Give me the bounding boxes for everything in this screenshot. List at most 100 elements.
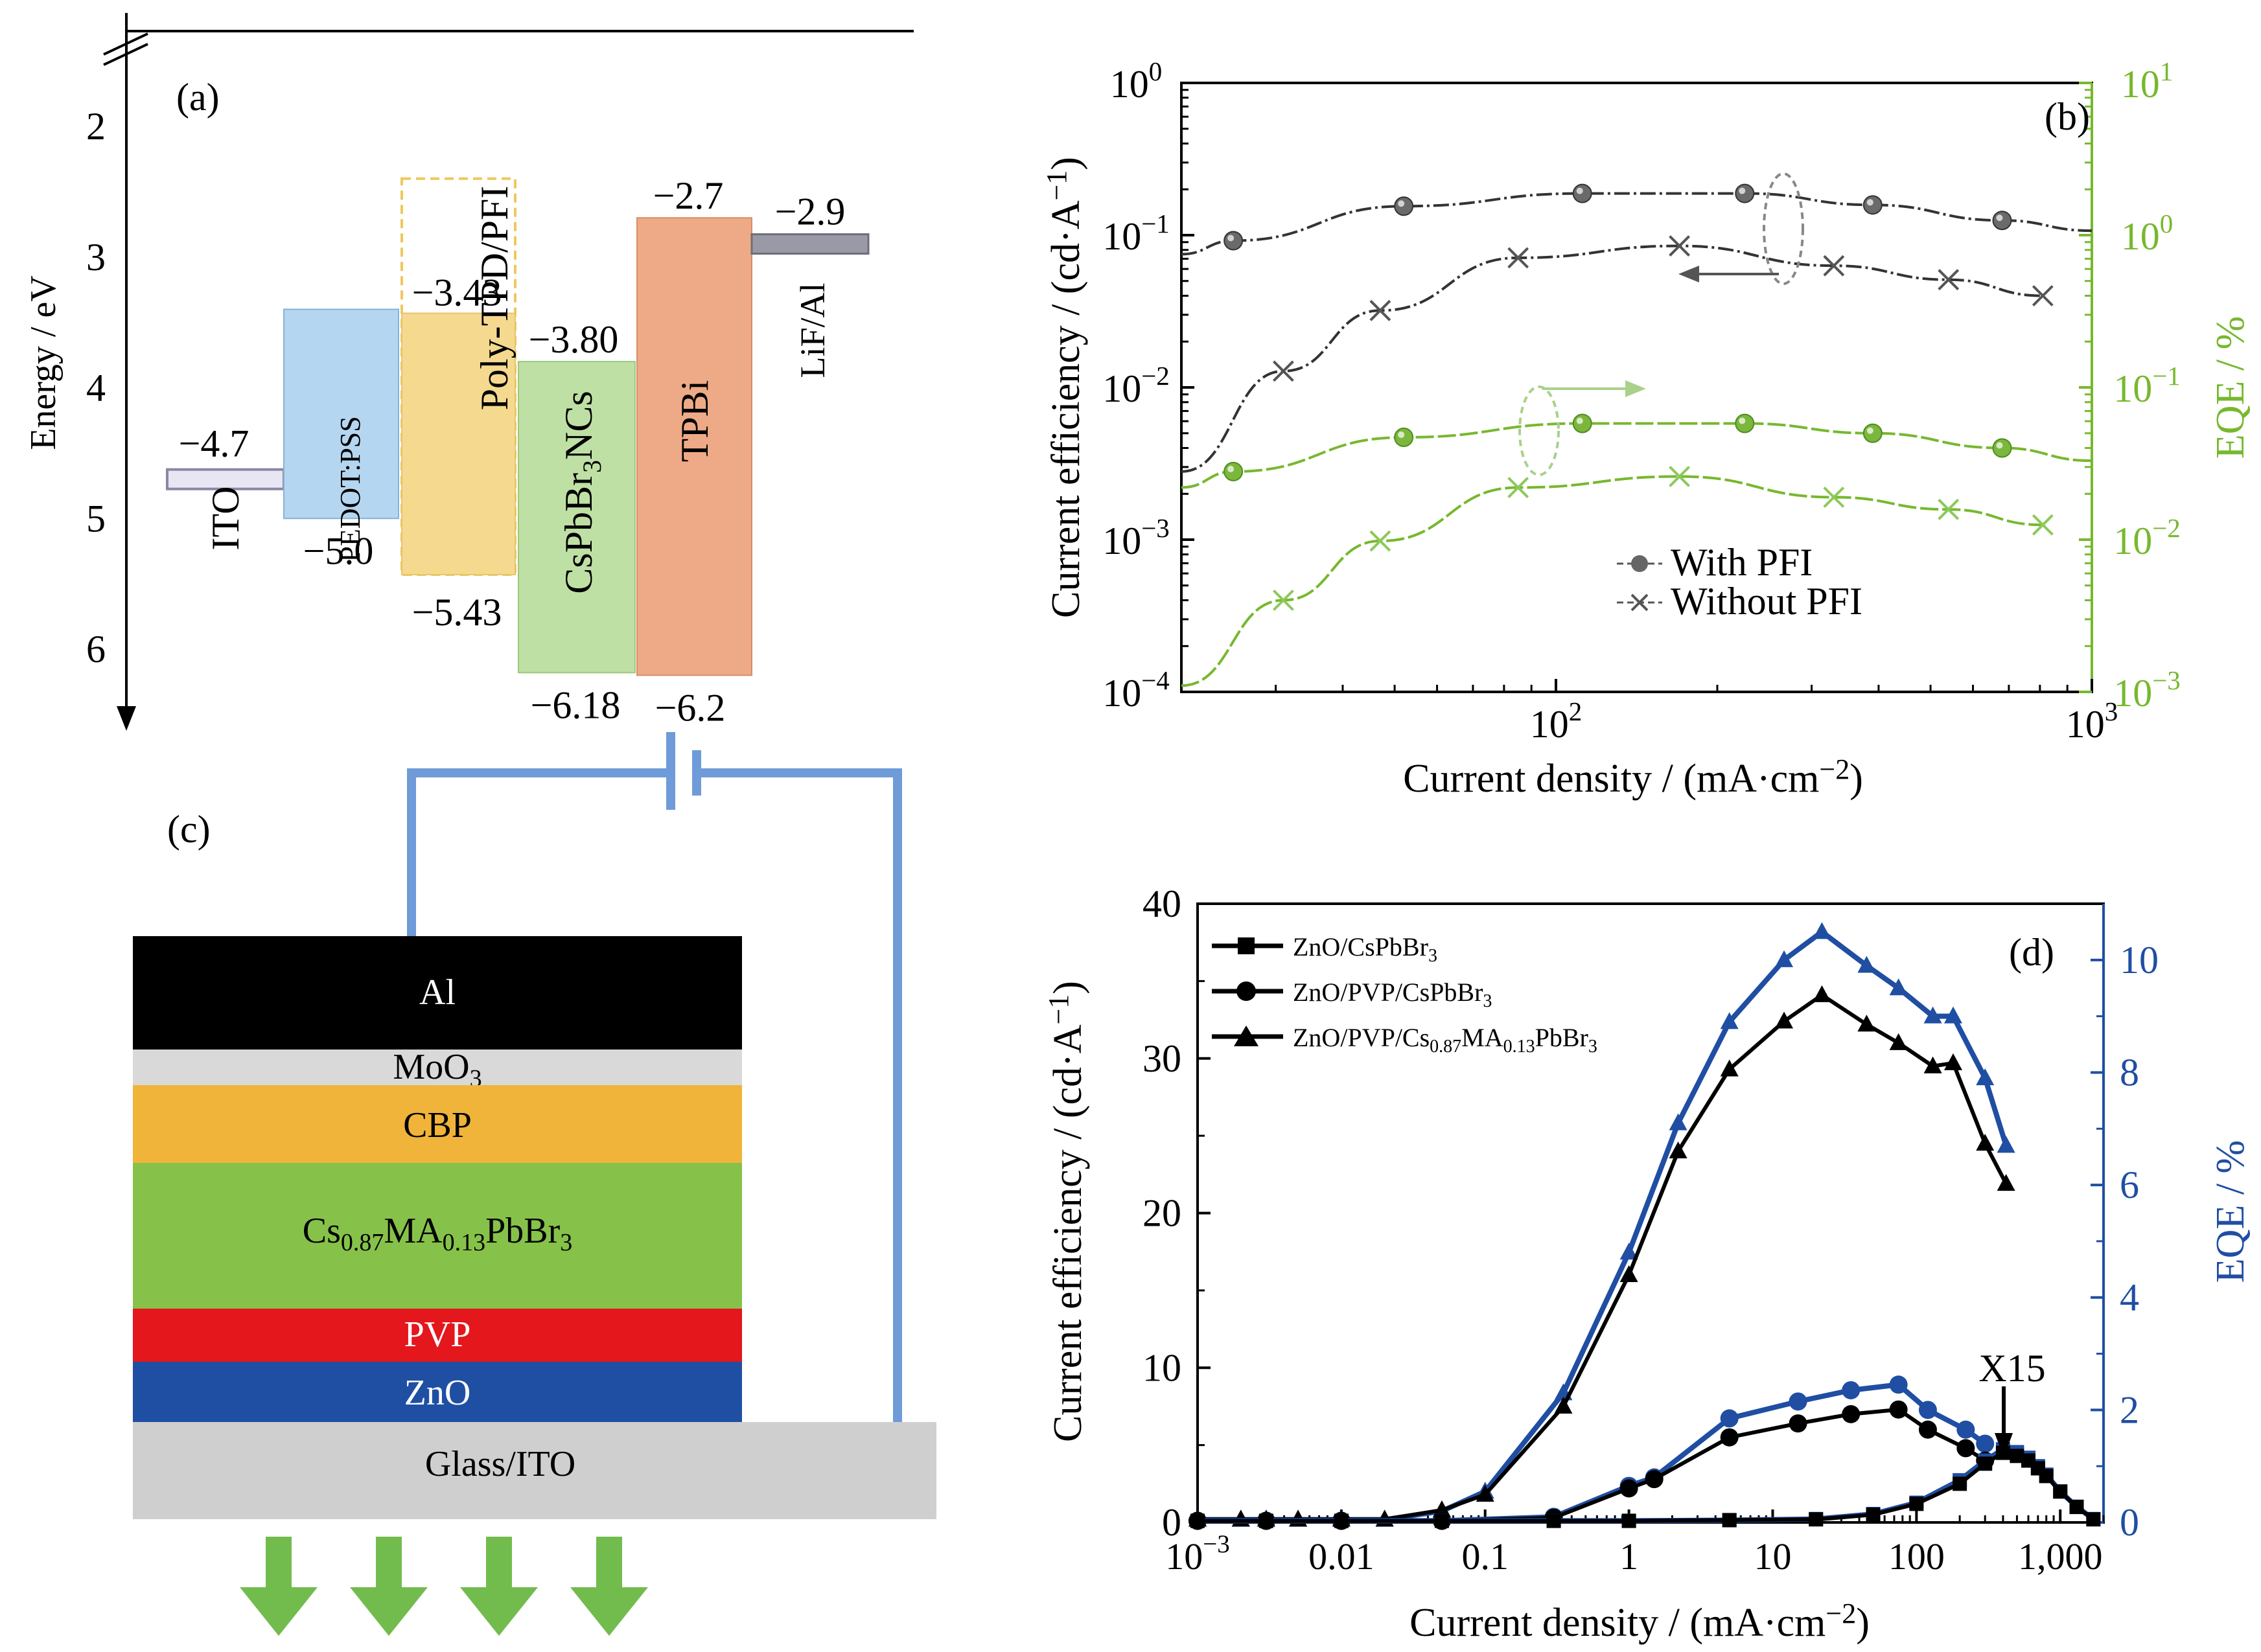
b-marker-x-stroke — [1272, 360, 1294, 382]
b-marker-highlight — [1398, 431, 1405, 439]
b-y-tick-label-base: 10 — [1110, 63, 1149, 106]
b-marker-x — [1507, 477, 1529, 498]
b-marker-highlight — [1576, 417, 1583, 424]
legend-label-zno-cspbbr3: ZnO/CsPbBr3 — [1293, 932, 1437, 966]
d-marker-square — [1190, 1513, 1205, 1528]
legend-marker-triangle — [1234, 1026, 1258, 1046]
d-marker-triangle — [1943, 1053, 1962, 1070]
b-marker-circle — [1862, 423, 1883, 443]
b-marker-highlight — [1227, 465, 1235, 472]
b-marker-x-stroke — [1507, 477, 1529, 498]
b-marker-highlight — [1996, 442, 2003, 449]
b-marker-circle — [1735, 413, 1755, 433]
energy-tick-label: 3 — [86, 236, 106, 279]
d-marker-circle — [1889, 1375, 1908, 1394]
axis-break-mark — [103, 32, 148, 56]
cspbbr3-layer-name: CsPbBr3NCs — [557, 391, 607, 593]
d-series-line — [1198, 1407, 1986, 1523]
b-y-tick-label-base: 10 — [1102, 520, 1141, 562]
d-marker-triangle — [1775, 1011, 1794, 1029]
b-series-line — [1181, 244, 2043, 473]
d-marker-circle — [1918, 1401, 1937, 1419]
d-marker-triangle — [1889, 978, 1908, 996]
d-marker-circle — [1842, 1405, 1861, 1423]
d-x-tick-label: 1,000 — [2018, 1535, 2103, 1577]
d-marker-circle — [1918, 1420, 1937, 1439]
perovskite-layer-label: Cs0.87MA0.13PbBr3 — [303, 1211, 573, 1256]
b-marker-circle — [1394, 428, 1414, 448]
d-marker-square — [1334, 1513, 1349, 1528]
plot-b-y-axis-label: Current efficiency / (cd·A−1) — [1041, 157, 1088, 618]
b-y2-tick-label-exp: −1 — [2152, 361, 2181, 391]
d-marker-circle — [1889, 1400, 1908, 1419]
b-y-tick-label-base: 10 — [1102, 672, 1141, 715]
d-x-tick-label: 100 — [1888, 1535, 1945, 1577]
d-marker-circle — [1789, 1414, 1807, 1433]
d-y-tick-label: 30 — [1142, 1037, 1181, 1080]
d-marker-triangle — [1720, 1012, 1739, 1029]
b-y2-tick-label-exp: −3 — [2152, 665, 2181, 695]
d-series-line — [1198, 928, 2009, 1522]
energy-tick-label: 4 — [86, 367, 106, 409]
energy-axis-label: Energy / eV — [23, 275, 64, 450]
right-axis-indicator-ellipse — [1518, 385, 1560, 476]
emission-arrow — [350, 1537, 428, 1636]
d-marker-triangle — [1813, 985, 1831, 1002]
d-x-tick-label-base: 10 — [1165, 1535, 1203, 1577]
b-y-tick-label-exp: −2 — [1141, 361, 1170, 391]
pedot-pss-block — [283, 308, 399, 520]
b-marker-x — [1272, 590, 1294, 611]
d-marker-triangle — [1619, 1243, 1638, 1260]
b-marker-x — [1507, 247, 1529, 269]
b-marker-x-stroke — [1369, 299, 1391, 321]
b-y-tick-label: 100 — [1110, 56, 1163, 106]
b-marker-x-stroke — [1823, 255, 1845, 277]
d-marker-triangle — [1813, 922, 1831, 939]
d-series-line — [1198, 1382, 1987, 1524]
b-y2-tick-label-base: 10 — [2121, 215, 2160, 258]
b-marker-x-stroke — [1938, 498, 1960, 520]
legend-label-zno-pvp-cspbbr3: ZnO/PVP/CsPbBr3 — [1293, 978, 1492, 1011]
legend-label-without-pfi: Without PFI — [1671, 580, 1862, 623]
b-marker-x-stroke — [1272, 590, 1294, 611]
d-marker-circle — [1842, 1381, 1861, 1399]
b-x-tick-label-base: 10 — [2066, 703, 2105, 746]
d-marker-square — [1909, 1497, 1924, 1511]
left-axis-arrowhead — [1678, 266, 1699, 282]
panel-c: (c) Al MoO3 CBP Cs0.87MA0.13PbBr3 PVP Zn… — [133, 732, 936, 1636]
legend-marker-with-pfi — [1631, 555, 1648, 572]
b-y-tick-label-exp: 0 — [1149, 56, 1163, 86]
b-y-tick-label: 10−3 — [1102, 513, 1170, 562]
d-marker-triangle — [1775, 950, 1794, 967]
b-y2-tick-label-exp: 0 — [2160, 209, 2174, 238]
b-marker-circle — [1572, 183, 1592, 203]
cspbbr3-bottom-energy: −6.18 — [531, 683, 621, 726]
d-marker-circle — [1720, 1428, 1739, 1447]
d-marker-square — [1953, 1476, 1967, 1491]
d-marker-triangle — [1669, 1141, 1687, 1158]
b-marker-circle — [1992, 438, 2012, 458]
ito-level-bar — [166, 468, 285, 490]
plot-b-x-axis-label: Current density / (mA·cm−2) — [1403, 753, 1863, 801]
panel-a-label: (a) — [176, 76, 220, 119]
d-marker-triangle — [1943, 1006, 1962, 1024]
al-layer-label: Al — [419, 972, 456, 1013]
d-marker-square — [1546, 1513, 1561, 1528]
b-series-line — [1181, 192, 2093, 256]
d-marker-square — [1722, 1513, 1737, 1528]
d-y2-tick-label: 4 — [2120, 1276, 2139, 1319]
d-marker-square — [2069, 1500, 2084, 1515]
d-y-tick-label: 10 — [1142, 1346, 1181, 1389]
energy-axis-arrowhead — [117, 706, 136, 731]
legend-marker-without-pfi — [1630, 593, 1649, 612]
legend-marker-square — [1238, 937, 1255, 954]
b-x-tick-label-base: 10 — [1530, 703, 1569, 746]
emission-arrow — [570, 1537, 648, 1636]
cbp-layer-label: CBP — [403, 1105, 472, 1145]
b-y2-tick-label-exp: −2 — [2152, 513, 2181, 543]
d-marker-triangle — [1720, 1059, 1739, 1077]
moo3-layer — [133, 1050, 742, 1085]
b-y2-tick-label-exp: 1 — [2160, 56, 2174, 86]
pvp-layer — [133, 1309, 742, 1362]
